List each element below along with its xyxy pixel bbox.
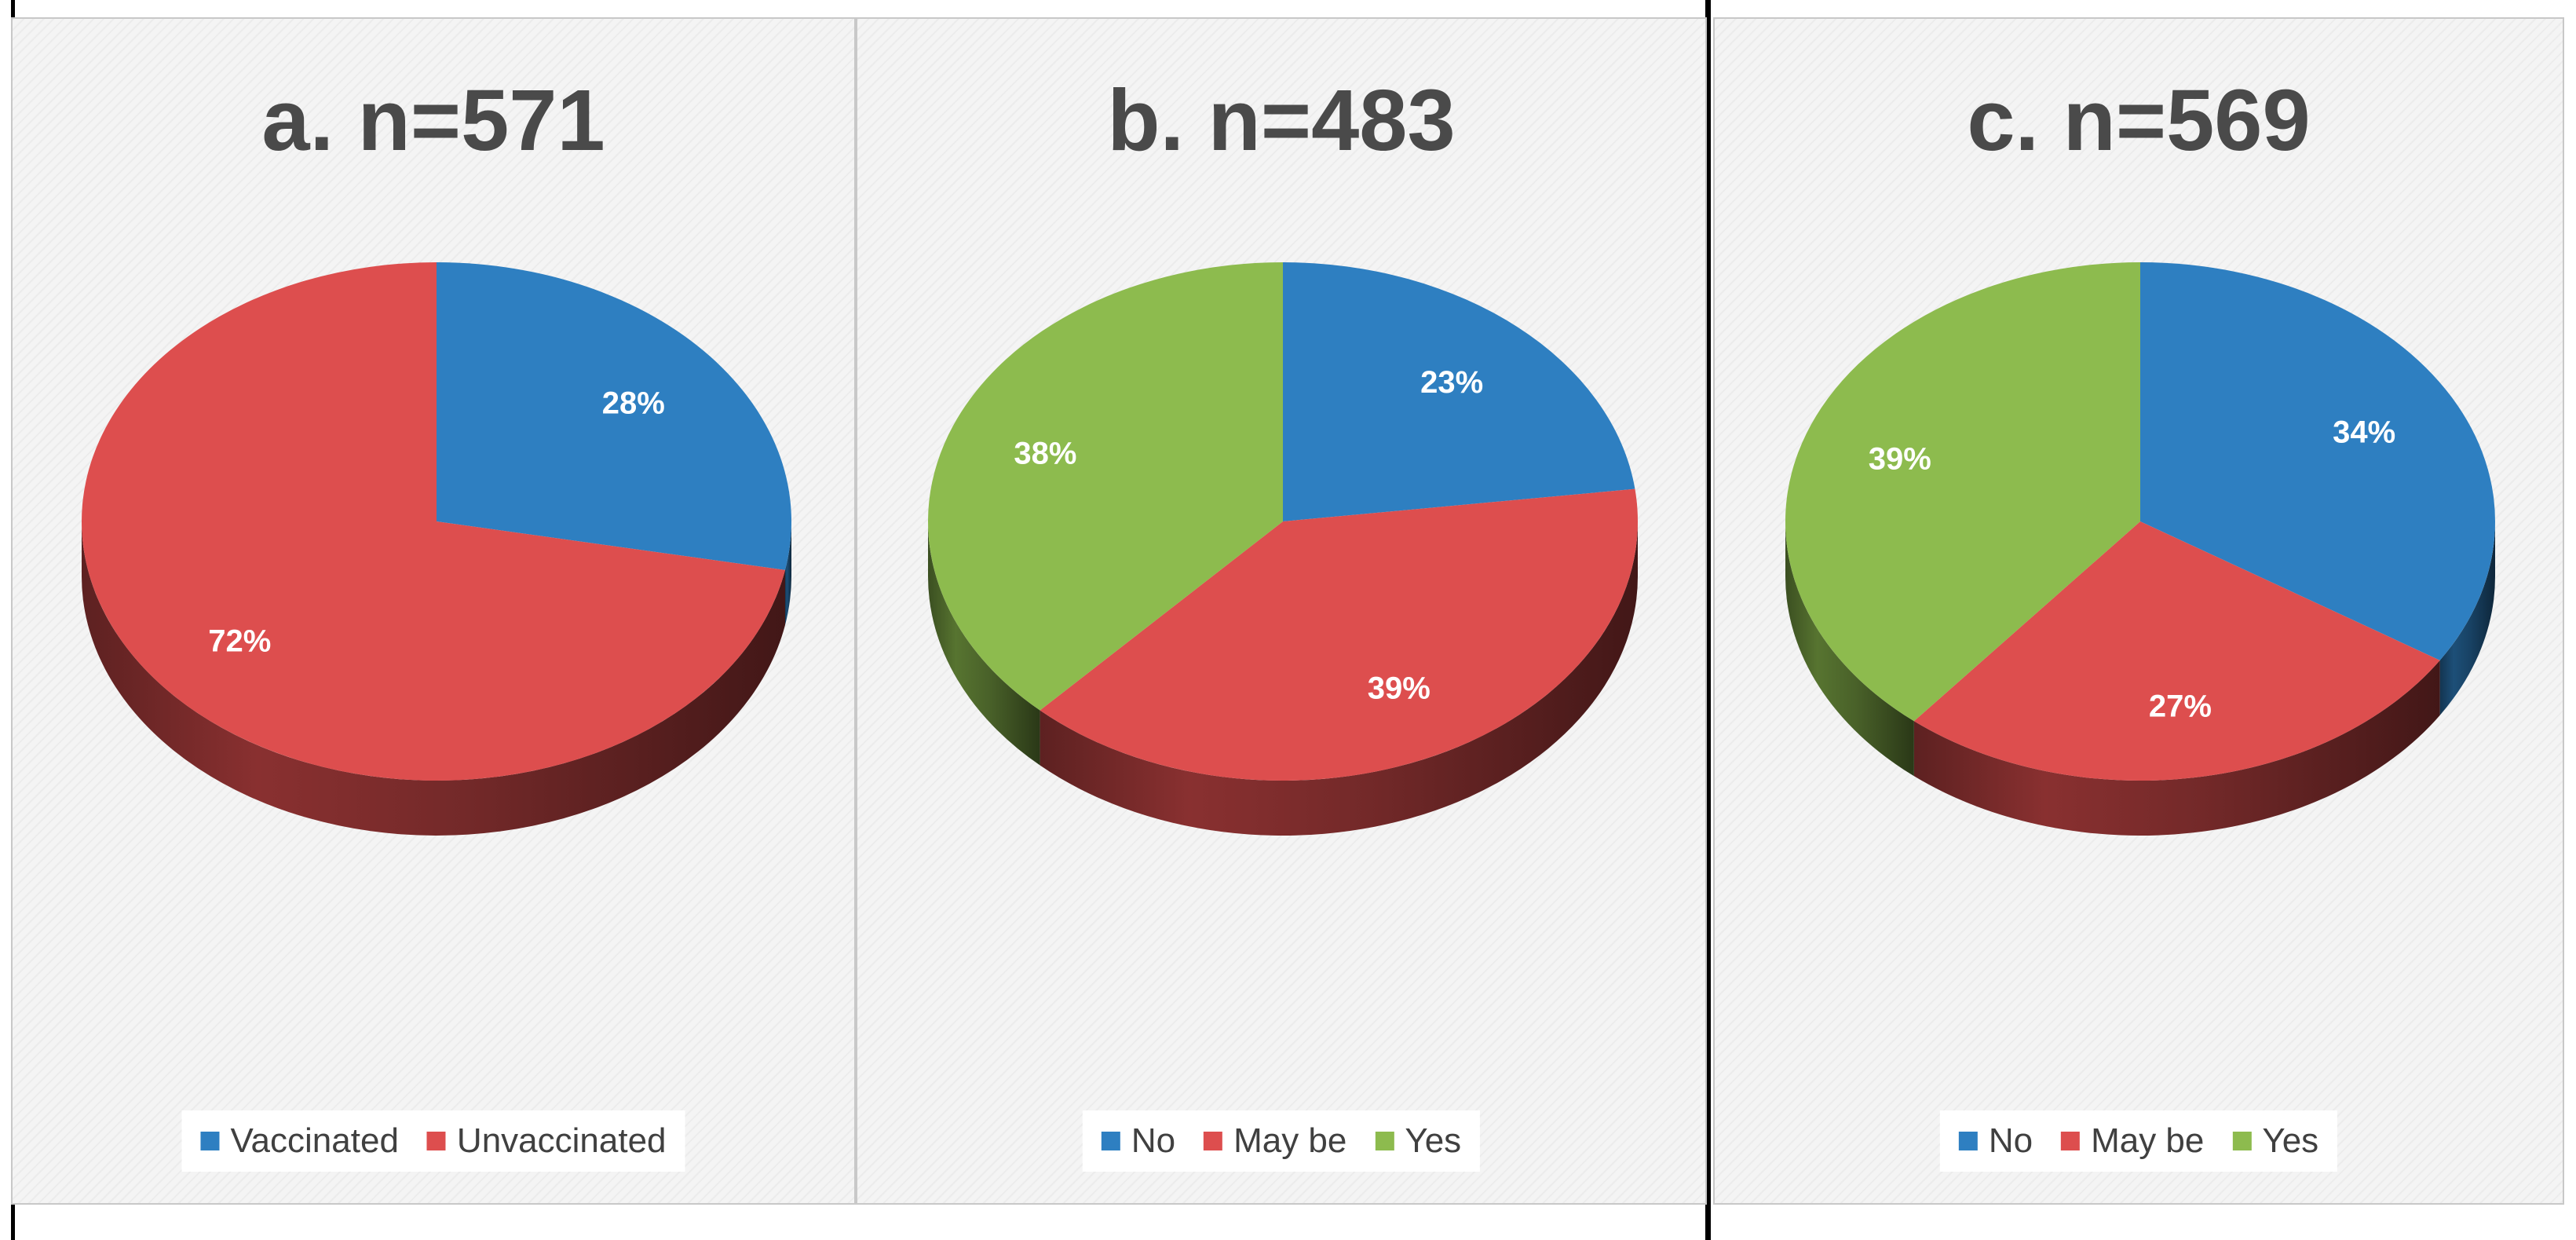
pie-slice	[81, 262, 785, 781]
legend-swatch	[2232, 1132, 2252, 1150]
slice-label: 23%	[1420, 365, 1483, 400]
pie-slice	[1913, 521, 2440, 781]
chart-panel-b: 23% 39% 38% b. n=483 No May be Yes	[856, 17, 1707, 1205]
pie-slice-side	[82, 521, 785, 836]
legend-item: May be	[2061, 1121, 2204, 1161]
chart-title-c: c. n=569	[1967, 72, 2311, 169]
legend-swatch	[200, 1132, 220, 1150]
legend-label: No	[1988, 1121, 2033, 1160]
legend-label: May be	[1233, 1121, 1347, 1160]
legend-swatch	[1101, 1132, 1120, 1150]
pie-slice-side	[784, 521, 791, 625]
legend-swatch	[426, 1132, 446, 1150]
legend-label: Yes	[2262, 1121, 2319, 1160]
legend-label: Vaccinated	[230, 1121, 399, 1160]
legend-item: May be	[1204, 1121, 1346, 1161]
pie-slice	[1040, 488, 1638, 781]
slice-label: 38%	[1014, 437, 1076, 471]
slice-label: 39%	[1368, 671, 1431, 706]
pie-slice-side	[1040, 521, 1638, 836]
legend-a: Vaccinated Unvaccinated	[181, 1110, 685, 1172]
legend-swatch	[1204, 1132, 1223, 1150]
chart-title-a: a. n=571	[261, 72, 605, 169]
legend-c: No May be Yes	[1939, 1110, 2338, 1172]
legend-item: No	[1101, 1121, 1176, 1161]
legend-item: Unvaccinated	[426, 1121, 667, 1161]
legend-label: Unvaccinated	[456, 1121, 667, 1160]
pie-chart-a: 28% 72%	[81, 262, 791, 836]
pie-slice	[928, 262, 1283, 711]
pie-slice-side	[1913, 660, 2440, 836]
pie-slice	[437, 262, 791, 570]
pie-chart-b: 23% 39% 38%	[928, 262, 1638, 836]
slice-label: 39%	[1869, 442, 1931, 477]
pie-slice	[2140, 262, 2495, 660]
slice-label: 72%	[208, 624, 271, 658]
pie-slice-side	[1785, 521, 1914, 777]
pie-slice	[1283, 262, 1635, 521]
chart-panel-c: 34% 27% 39% c. n=569 No May be Yes	[1713, 17, 2564, 1205]
chart-panel-a: 28% 72% a. n=571 Vaccinated Unvaccinated	[11, 17, 856, 1205]
pie-slice	[1785, 262, 2140, 722]
legend-label: May be	[2091, 1121, 2205, 1160]
legend-label: No	[1131, 1121, 1176, 1160]
legend-item: Yes	[1375, 1121, 1461, 1161]
panel-divider-line	[1705, 0, 1711, 1240]
pie-chart-c: 34% 27% 39%	[1785, 262, 2495, 836]
legend-item: Yes	[2232, 1121, 2318, 1161]
legend-swatch	[2061, 1132, 2081, 1150]
legend-b: No May be Yes	[1082, 1110, 1481, 1172]
chart-title-b: b. n=483	[1107, 72, 1456, 169]
legend-swatch	[1375, 1132, 1394, 1150]
pie-slice-side	[928, 521, 1040, 766]
slice-label: 27%	[2149, 689, 2212, 724]
legend-label: Yes	[1405, 1121, 1462, 1160]
pie-slice-side	[2439, 521, 2495, 715]
legend-item: Vaccinated	[200, 1121, 399, 1161]
legend-swatch	[1958, 1132, 1978, 1150]
legend-item: No	[1958, 1121, 2033, 1161]
slice-label: 28%	[602, 386, 665, 421]
slice-label: 34%	[2333, 415, 2395, 450]
